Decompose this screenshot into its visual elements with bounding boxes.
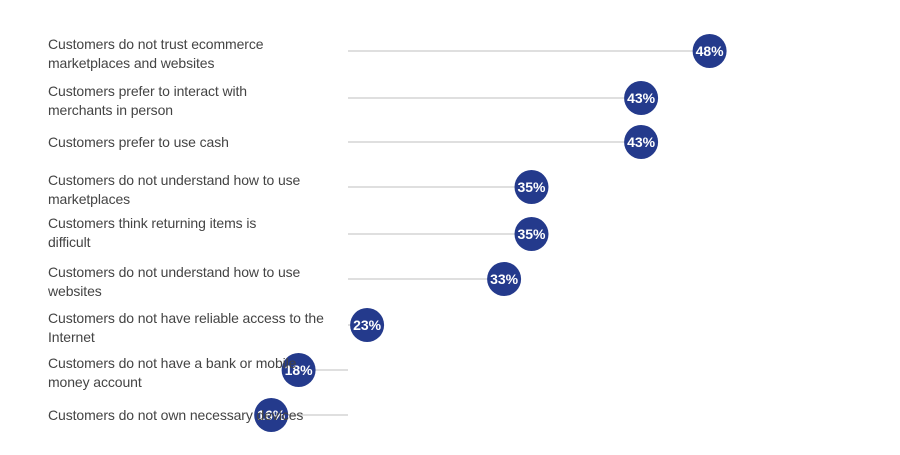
lollipop-marker bbox=[254, 398, 289, 432]
value-label: 48% bbox=[696, 43, 725, 59]
category-label-line: Customers do not understand how to use bbox=[48, 172, 301, 188]
value-label: 43% bbox=[627, 134, 656, 150]
value-label: 35% bbox=[517, 179, 546, 195]
value-label: 16% bbox=[257, 407, 286, 423]
category-label-line: marketplaces and websites bbox=[48, 55, 215, 71]
value-label: 18% bbox=[285, 362, 314, 378]
lollipop-marker bbox=[281, 353, 316, 387]
lollipop-marker bbox=[350, 308, 385, 342]
category-label-line: Customers think returning items is bbox=[48, 215, 257, 231]
category-label: Customers do not have a bank or mobile mo… bbox=[48, 354, 343, 392]
category-label-line: Customers do not own necessary devices bbox=[48, 407, 304, 423]
category-label: Customers prefer to interact with merchan… bbox=[48, 82, 343, 120]
category-label-line: Customers do not trust ecommerce bbox=[48, 36, 264, 52]
category-label-line: Customers prefer to interact with bbox=[48, 83, 247, 99]
category-label-line: marketplaces bbox=[48, 191, 131, 207]
category-label-line: merchants in person bbox=[48, 102, 173, 118]
category-label: Customers do not understand how to use we… bbox=[48, 263, 343, 301]
value-label: 23% bbox=[353, 317, 382, 333]
category-label-line: Customers do not have reliable access to… bbox=[48, 310, 324, 326]
lollipop-marker bbox=[514, 170, 549, 204]
category-label: Customers do not own necessary devices bbox=[48, 406, 343, 425]
lollipop-marker bbox=[624, 81, 659, 115]
value-label: 33% bbox=[490, 271, 519, 287]
category-label-line: Internet bbox=[48, 329, 95, 345]
category-label-line: websites bbox=[48, 283, 102, 299]
category-label-line: Customers prefer to use cash bbox=[48, 134, 229, 150]
category-label-line: Customers do not have a bank or mobile bbox=[48, 355, 297, 371]
lollipop-marker bbox=[624, 125, 659, 159]
category-label: Customers think returning items is diffic… bbox=[48, 214, 343, 252]
category-label: Customers do not understand how to use ma… bbox=[48, 171, 343, 209]
category-label-line: Customers do not understand how to use bbox=[48, 264, 301, 280]
value-label: 35% bbox=[517, 226, 546, 242]
value-label: 43% bbox=[627, 90, 656, 106]
category-label: Customers do not have reliable access to… bbox=[48, 309, 343, 347]
lollipop-marker bbox=[487, 262, 522, 296]
category-label-line: money account bbox=[48, 374, 142, 390]
lollipop-marker bbox=[514, 217, 549, 251]
category-label: Customers do not trust ecommerce marketpl… bbox=[48, 35, 343, 73]
lollipop-marker bbox=[692, 34, 727, 68]
category-label: Customers prefer to use cash bbox=[48, 133, 343, 152]
category-label-line: difficult bbox=[48, 234, 91, 250]
